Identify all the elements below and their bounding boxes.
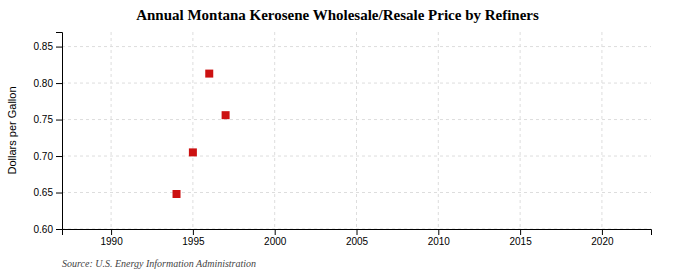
- x-tick-label: 2005: [346, 236, 369, 247]
- y-tick-mark: [56, 229, 62, 230]
- x-tick: 1995: [182, 229, 205, 247]
- points: [173, 70, 230, 198]
- y-tick: 0.75: [34, 114, 62, 125]
- point: [222, 111, 230, 119]
- grid-line-y: [62, 192, 651, 193]
- y-tick-label: 0.75: [34, 114, 54, 125]
- y-tick-mark: [56, 193, 62, 194]
- y-tick-mark: [56, 83, 62, 84]
- x-tick-mark: [438, 229, 439, 235]
- y-tick-label: 0.70: [34, 151, 54, 162]
- y-tick: 0.60: [34, 224, 62, 235]
- x-axis: 1990 1995 2000 2005 2010 2015 2020: [63, 229, 652, 247]
- grid-line-x: [601, 32, 602, 229]
- grid-line-x: [192, 32, 193, 229]
- x-tick-label: 2015: [509, 236, 532, 247]
- source-note: Source: U.S. Energy Information Administ…: [62, 258, 256, 269]
- x-tick-mark: [275, 229, 276, 235]
- x-tick-mark: [520, 229, 521, 235]
- y-tick: 0.65: [34, 187, 62, 198]
- x-axis-line: [63, 230, 652, 236]
- title: Annual Montana Kerosene Wholesale/Resale…: [136, 7, 539, 23]
- point: [205, 70, 213, 78]
- x-tick-mark: [193, 229, 194, 235]
- x-tick-mark: [111, 229, 112, 235]
- x-tick-label: 2010: [428, 236, 451, 247]
- point: [173, 190, 181, 198]
- x-tick: 2005: [346, 229, 369, 247]
- x-tick: 1990: [100, 229, 123, 247]
- x-tick: 2000: [264, 229, 287, 247]
- x-tick-label: 2020: [591, 236, 614, 247]
- grid-line-x: [111, 32, 112, 229]
- y-tick: 0.70: [34, 151, 62, 162]
- x-tick: 2010: [428, 229, 451, 247]
- x-tick-label: 2000: [264, 236, 287, 247]
- y-tick-label: 0.80: [34, 78, 54, 89]
- y-tick-mark: [56, 156, 62, 157]
- x-tick: 2020: [591, 229, 614, 247]
- y-axis: 0.60 0.65 0.70 0.75 0.80 0.85: [34, 33, 63, 235]
- chart: 1990 1995 2000 2005 2010 2015 2020 0.60 0.65 0.70…: [0, 0, 675, 275]
- y-tick-mark: [56, 120, 62, 121]
- grid-line-x: [438, 32, 439, 229]
- y-tick-label: 0.85: [34, 41, 54, 52]
- y-tick-label: 0.60: [34, 224, 54, 235]
- y-tick-label: 0.65: [34, 187, 54, 198]
- grid-line-y: [62, 156, 651, 157]
- y-tick: 0.80: [34, 78, 62, 89]
- x-tick: 2015: [509, 229, 532, 247]
- grid-line-x: [520, 32, 521, 229]
- y-axis-line: [56, 33, 63, 230]
- y-axis-title: Dollars per Gallon: [6, 86, 18, 174]
- y-tick: 0.85: [34, 41, 62, 52]
- x-tick-mark: [602, 229, 603, 235]
- x-tick-mark: [357, 229, 358, 235]
- plot-area: 1990 1995 2000 2005 2010 2015 2020 0.60 0.65 0.70…: [34, 32, 652, 247]
- grid-line-x: [274, 32, 275, 229]
- x-tick-label: 1990: [100, 236, 123, 247]
- grid-line-x: [356, 32, 357, 229]
- grid-line-y: [62, 119, 651, 120]
- grid: [62, 32, 651, 229]
- y-tick-mark: [56, 47, 62, 48]
- x-tick-label: 1995: [182, 236, 205, 247]
- point: [189, 148, 197, 156]
